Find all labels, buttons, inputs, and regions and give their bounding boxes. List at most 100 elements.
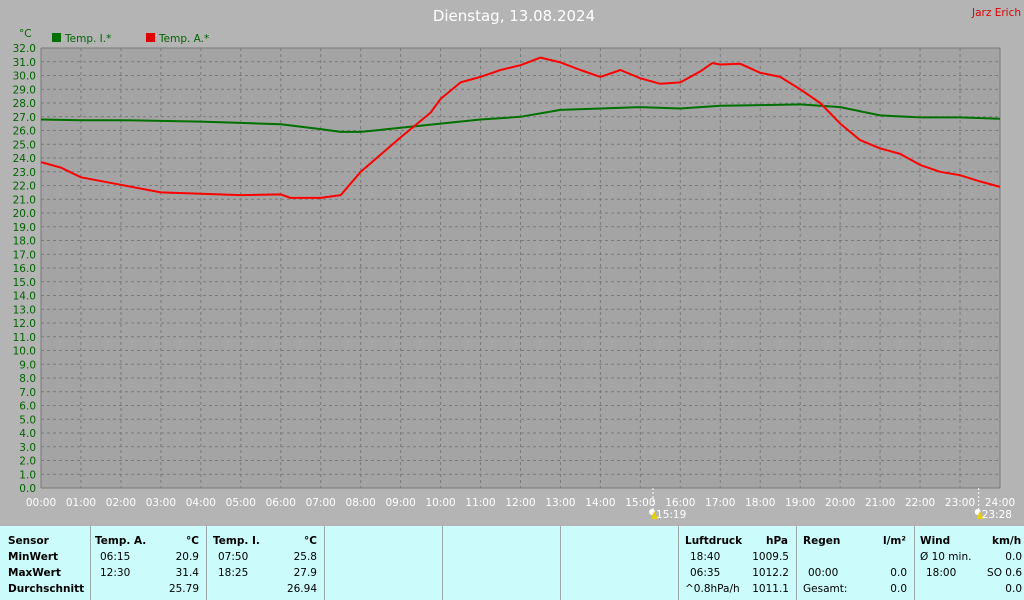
legend-swatch-outside xyxy=(146,33,155,42)
y-tick-label: 26.0 xyxy=(13,126,36,138)
x-tick-label: 09:00 xyxy=(385,497,415,509)
y-tick-label: 10.0 xyxy=(13,346,36,358)
wind-avg-value: 0.0 xyxy=(1005,551,1022,563)
x-tick-label: 07:00 xyxy=(306,497,336,509)
y-tick-label: 9.0 xyxy=(19,359,36,371)
x-tick-label: 15:00 xyxy=(625,497,655,509)
temp-a-average: 25.79 xyxy=(168,583,199,595)
x-tick-label: 12:00 xyxy=(505,497,535,509)
legend-label-outside: Temp. A.* xyxy=(158,33,209,45)
event-markers: 15:19 23:28 xyxy=(649,488,1012,521)
y-tick-label: 18.0 xyxy=(13,236,36,248)
temp-i-max-time: 18:25 xyxy=(218,567,249,579)
y-tick-label: 30.0 xyxy=(13,71,36,83)
pressure-min-time: 18:40 xyxy=(690,551,721,563)
temp-a-unit: °C xyxy=(186,535,199,547)
temp-i-max-value: 27.9 xyxy=(293,567,317,579)
divider xyxy=(206,526,207,600)
y-tick-label: 12.0 xyxy=(13,318,36,330)
y-tick-label: 13.0 xyxy=(13,304,36,316)
x-axis: 00:00 01:00 02:00 03:00 04:00 05:00 06:00 07:00… xyxy=(26,497,1015,509)
y-axis-unit: °C xyxy=(19,28,32,40)
wind-max-time: 18:00 xyxy=(926,567,957,579)
y-tick-label: 14.0 xyxy=(13,291,36,303)
temp-a-min-time: 06:15 xyxy=(100,551,131,563)
rain-total-label: Gesamt: xyxy=(803,583,848,595)
temp-i-min-value: 25.8 xyxy=(293,551,317,563)
y-tick-label: 32.0 xyxy=(13,43,36,55)
temp-a-max-time: 12:30 xyxy=(100,567,131,579)
x-tick-label: 01:00 xyxy=(66,497,96,509)
y-tick-label: 1.0 xyxy=(19,469,36,481)
y-tick-label: 6.0 xyxy=(19,401,36,413)
pressure-min-value: 1009.5 xyxy=(752,551,789,563)
y-tick-label: 20.0 xyxy=(13,208,36,220)
average-label: Durchschnitt xyxy=(8,583,85,595)
divider xyxy=(678,526,679,600)
y-tick-label: 21.0 xyxy=(13,194,36,206)
maxwert-label: MaxWert xyxy=(8,567,61,579)
temp-a-max-value: 31.4 xyxy=(175,567,199,579)
series-lines xyxy=(40,56,1001,199)
legend-label-inside: Temp. I.* xyxy=(64,33,111,45)
series-line-temp-outside xyxy=(40,56,1001,199)
x-tick-label: 00:00 xyxy=(26,497,56,509)
y-tick-label: 19.0 xyxy=(13,222,36,234)
rain-total-value: 0.0 xyxy=(890,583,907,595)
wind-header: Wind xyxy=(920,535,951,547)
temp-i-min-time: 07:50 xyxy=(218,551,249,563)
pressure-trend: ^0.8hPa/h xyxy=(685,583,740,595)
wind-unit: km/h xyxy=(992,535,1022,547)
temp-i-header: Temp. I. xyxy=(213,535,260,547)
pressure-current: 1011.1 xyxy=(752,583,789,595)
y-tick-label: 7.0 xyxy=(19,387,36,399)
temp-a-min-value: 20.9 xyxy=(175,551,199,563)
divider xyxy=(324,526,325,600)
wind-avg-label: Ø 10 min. xyxy=(920,551,972,563)
pressure-unit: hPa xyxy=(766,535,788,547)
y-tick-label: 27.0 xyxy=(13,112,36,124)
legend: Temp. I.* Temp. A.* xyxy=(52,33,209,45)
rain-value: 0.0 xyxy=(890,567,907,579)
sun-moon-icon xyxy=(974,509,984,519)
y-tick-label: 25.0 xyxy=(13,139,36,151)
y-tick-label: 24.0 xyxy=(13,153,36,165)
rain-header: Regen xyxy=(803,535,841,547)
legend-swatch-inside xyxy=(52,33,61,42)
x-tick-label: 18:00 xyxy=(745,497,775,509)
event-time-label: 15:19 xyxy=(656,509,686,521)
x-tick-label: 21:00 xyxy=(865,497,895,509)
temp-i-average: 26.94 xyxy=(286,583,317,595)
y-tick-label: 23.0 xyxy=(13,167,36,179)
y-axis: 0.0 1.02.0 3.0 4.0 5.06.0 7.0 8.0 9.010.0 11.0 12… xyxy=(13,43,36,495)
x-tick-label: 13:00 xyxy=(545,497,575,509)
x-tick-label: 24:00 xyxy=(985,497,1015,509)
sensor-header: Sensor xyxy=(8,535,49,547)
y-tick-label: 31.0 xyxy=(13,57,36,69)
divider xyxy=(796,526,797,600)
x-tick-label: 08:00 xyxy=(346,497,376,509)
divider xyxy=(560,526,561,600)
x-tick-label: 10:00 xyxy=(425,497,455,509)
grid xyxy=(40,47,1001,489)
chart: Dienstag, 13.08.2024 Jarz Erich °C Temp.… xyxy=(13,7,1021,521)
series-line-temp-inside xyxy=(40,103,1001,133)
sun-moon-icon xyxy=(649,509,659,519)
y-tick-label: 11.0 xyxy=(13,332,36,344)
pressure-header: Luftdruck xyxy=(685,535,743,547)
x-tick-label: 23:00 xyxy=(945,497,975,509)
x-tick-label: 17:00 xyxy=(705,497,735,509)
x-tick-label: 16:00 xyxy=(665,497,695,509)
y-tick-label: 28.0 xyxy=(13,98,36,110)
y-tick-label: 4.0 xyxy=(19,428,36,440)
author-label: Jarz Erich xyxy=(971,7,1021,19)
divider xyxy=(914,526,915,600)
y-tick-label: 15.0 xyxy=(13,277,36,289)
x-tick-label: 04:00 xyxy=(186,497,216,509)
temp-a-header: Temp. A. xyxy=(95,535,147,547)
minwert-label: MinWert xyxy=(8,551,59,563)
x-tick-label: 11:00 xyxy=(465,497,495,509)
x-tick-label: 22:00 xyxy=(905,497,935,509)
rain-unit: l/m² xyxy=(883,535,906,547)
stats-panel: Sensor MinWert MaxWert Durchschnitt Temp… xyxy=(0,526,1024,600)
